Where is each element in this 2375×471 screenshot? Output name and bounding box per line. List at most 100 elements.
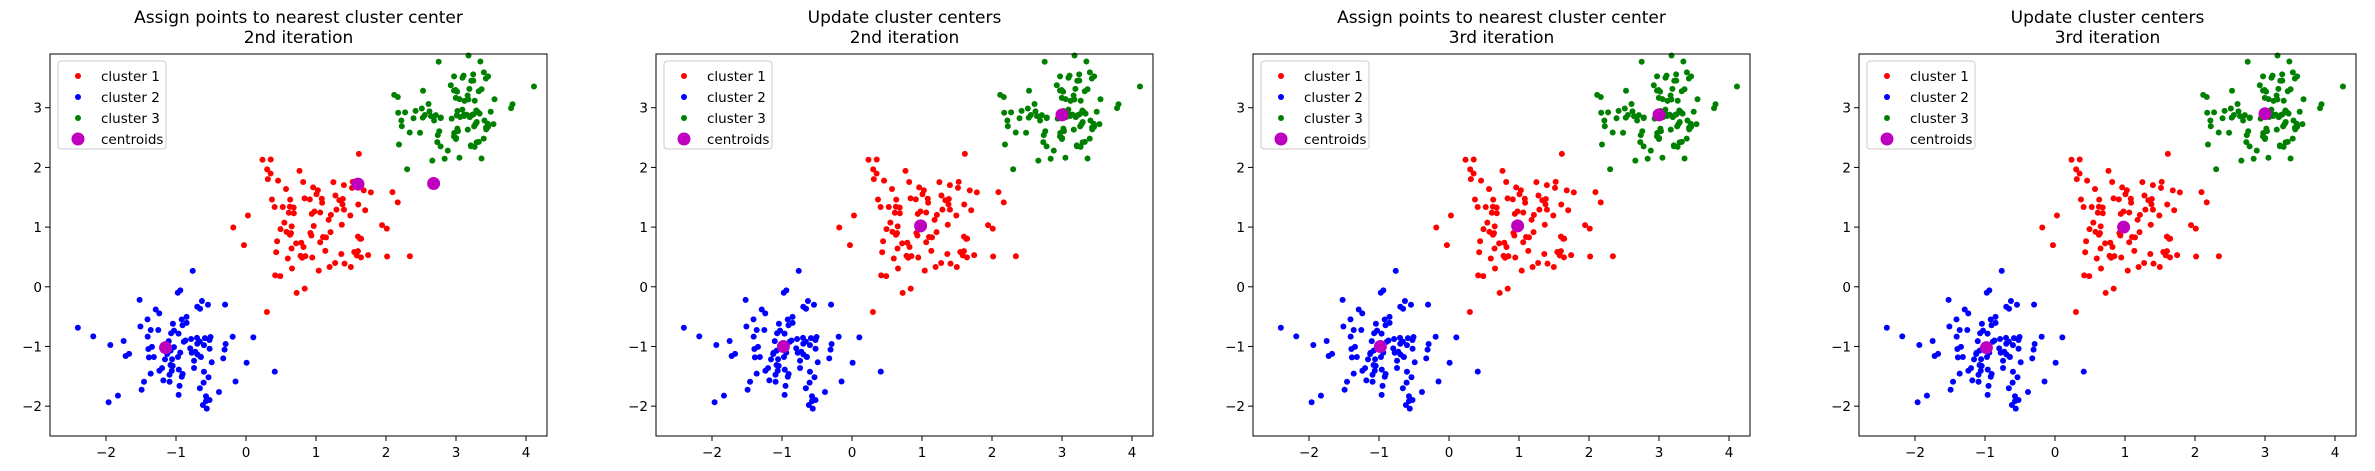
data-point	[301, 195, 308, 202]
data-point	[451, 73, 458, 80]
data-point	[330, 179, 337, 186]
data-point	[2263, 88, 2270, 95]
data-point	[906, 179, 913, 186]
data-point	[2211, 109, 2218, 116]
data-point	[2093, 255, 2100, 262]
data-point	[144, 316, 151, 323]
data-point	[877, 204, 884, 211]
data-point	[176, 382, 183, 389]
data-point	[1513, 184, 1520, 191]
data-point	[1518, 267, 1525, 274]
data-point	[2094, 209, 2101, 216]
data-point	[806, 368, 813, 375]
data-point	[885, 204, 892, 211]
legend-box	[1260, 60, 1370, 150]
centroid-marker	[2117, 220, 2131, 234]
data-point	[162, 356, 169, 363]
data-point	[301, 285, 308, 292]
data-point	[784, 373, 791, 380]
data-point	[1032, 108, 1039, 115]
data-point	[1558, 150, 1565, 157]
data-point	[1953, 333, 1960, 340]
data-point	[814, 359, 821, 366]
data-point	[2017, 359, 2024, 366]
data-point	[275, 177, 282, 184]
data-point	[1632, 157, 1639, 164]
data-point	[1669, 85, 1676, 92]
legend-marker	[1278, 115, 1284, 121]
data-point	[2215, 129, 2222, 136]
data-point	[1638, 58, 1645, 65]
legend-label: cluster 1	[1304, 69, 1363, 85]
data-point	[2015, 397, 2022, 404]
data-point	[317, 239, 324, 246]
data-point	[1988, 322, 1995, 329]
data-point	[797, 364, 804, 371]
data-point	[2203, 199, 2210, 206]
data-point	[1935, 350, 1942, 357]
data-point	[812, 345, 819, 352]
data-point	[944, 221, 951, 228]
series-cluster-2	[680, 267, 884, 412]
legend-label: centroids	[1910, 132, 1972, 148]
centroid-marker	[427, 177, 441, 191]
data-point	[179, 322, 186, 329]
data-point	[1010, 166, 1017, 173]
data-point	[2286, 58, 2293, 65]
data-point	[1474, 368, 1481, 375]
data-point	[1978, 356, 1985, 363]
data-point	[2280, 97, 2287, 104]
data-point	[1390, 345, 1397, 352]
data-point	[1470, 156, 1477, 163]
data-point	[2164, 201, 2171, 208]
legend-label: centroids	[101, 132, 163, 148]
data-point	[1381, 316, 1388, 323]
data-point	[2117, 210, 2124, 217]
data-point	[1374, 327, 1381, 334]
data-point	[2038, 333, 2045, 340]
data-point	[200, 368, 207, 375]
series-centroids	[776, 108, 1069, 353]
data-point	[961, 201, 968, 208]
data-point	[1443, 242, 1450, 249]
data-point	[444, 147, 451, 154]
data-point	[1980, 327, 1987, 334]
data-point	[812, 397, 819, 404]
data-point	[2281, 121, 2288, 128]
data-point	[1683, 135, 1690, 142]
data-point	[406, 253, 413, 260]
data-point	[2203, 94, 2210, 101]
data-point	[232, 378, 239, 385]
legend-label: cluster 3	[1910, 111, 1969, 127]
data-point	[838, 378, 845, 385]
data-point	[310, 222, 317, 229]
data-point	[481, 117, 488, 124]
centroid-marker	[1055, 108, 1069, 122]
data-point	[2131, 247, 2138, 254]
data-point	[1394, 364, 1401, 371]
data-point	[1563, 187, 1570, 194]
data-point	[795, 267, 802, 274]
data-point	[466, 85, 473, 92]
data-point	[478, 155, 485, 162]
data-point	[2136, 211, 2143, 218]
data-point	[2157, 184, 2164, 191]
data-point	[480, 135, 487, 142]
data-point	[268, 196, 275, 203]
subplot-title: Update cluster centers 2nd iteration	[808, 8, 1002, 48]
data-point	[1670, 142, 1677, 149]
data-point	[1598, 141, 1605, 148]
data-point	[339, 201, 346, 208]
y-tick-label: 0	[33, 280, 42, 296]
data-point	[406, 129, 413, 136]
data-point	[954, 184, 961, 191]
data-point	[2083, 238, 2090, 245]
x-tick-label: −1	[166, 445, 186, 461]
data-point	[2149, 182, 2156, 189]
data-point	[1339, 296, 1346, 303]
data-point	[1654, 129, 1661, 136]
data-point	[338, 221, 345, 228]
data-point	[2169, 187, 2176, 194]
data-point	[1490, 196, 1497, 203]
